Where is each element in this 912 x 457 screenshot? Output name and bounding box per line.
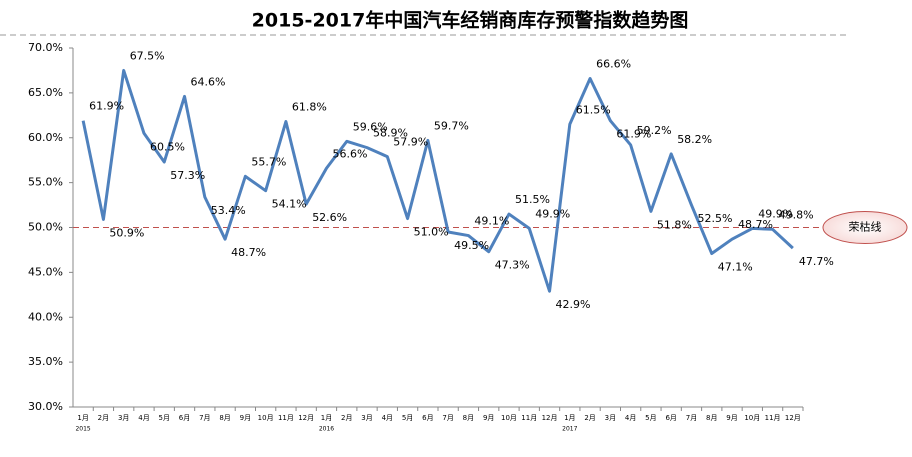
chart-title: 2015-2017年中国汽车经销商库存预警指数趋势图 bbox=[252, 9, 689, 32]
data-label: 42.9% bbox=[556, 298, 591, 311]
data-label: 53.4% bbox=[211, 204, 246, 217]
x-tick-label: 6月 bbox=[422, 414, 433, 422]
data-label: 59.7% bbox=[434, 119, 469, 132]
data-label: 52.5% bbox=[697, 212, 732, 225]
x-tick-label: 11月 bbox=[765, 414, 781, 422]
x-tick-label: 2月 bbox=[98, 414, 109, 422]
x-tick-label: 4月 bbox=[382, 414, 393, 422]
data-label: 51.8% bbox=[657, 218, 692, 231]
x-tick-label: 1月 bbox=[77, 414, 88, 422]
data-label: 64.6% bbox=[191, 75, 226, 88]
data-label: 67.5% bbox=[130, 49, 165, 62]
data-label: 47.7% bbox=[799, 255, 834, 268]
x-tick-label: 4月 bbox=[138, 414, 149, 422]
y-tick-label: 65.0% bbox=[28, 86, 63, 99]
data-label: 47.1% bbox=[718, 261, 753, 274]
data-label: 51.5% bbox=[515, 193, 550, 206]
data-label: 57.3% bbox=[170, 169, 205, 182]
reference-badge bbox=[822, 211, 908, 244]
data-label: 61.5% bbox=[576, 103, 611, 116]
x-tick-label: 3月 bbox=[118, 414, 129, 422]
data-label: 61.9% bbox=[616, 128, 651, 141]
x-tick-label: 5月 bbox=[402, 414, 413, 422]
x-tick-label: 5月 bbox=[159, 414, 170, 422]
x-tick-label: 12月 bbox=[542, 414, 558, 422]
x-tick-label: 12月 bbox=[298, 414, 314, 422]
y-tick-label: 30.0% bbox=[28, 400, 63, 413]
y-tick-label: 45.0% bbox=[28, 265, 63, 278]
data-label: 50.9% bbox=[109, 226, 144, 239]
y-tick-label: 70.0% bbox=[28, 41, 63, 54]
y-tick-label: 60.0% bbox=[28, 131, 63, 144]
x-tick-label: 2月 bbox=[584, 414, 595, 422]
x-tick-label: 10月 bbox=[501, 414, 517, 422]
y-tick-label: 50.0% bbox=[28, 221, 63, 234]
data-label: 55.7% bbox=[251, 155, 286, 168]
x-tick-label: 2月 bbox=[341, 414, 352, 422]
x-tick-label: 10月 bbox=[744, 414, 760, 422]
x-tick-label: 12月 bbox=[785, 414, 801, 422]
data-label: 59.6% bbox=[353, 120, 388, 133]
data-label: 47.3% bbox=[495, 259, 530, 272]
data-label: 52.6% bbox=[312, 211, 347, 224]
year-label: 2015 bbox=[75, 426, 90, 433]
x-tick-label: 9月 bbox=[483, 414, 494, 422]
x-tick-label: 3月 bbox=[605, 414, 616, 422]
data-label: 59.2% bbox=[637, 124, 672, 137]
data-label: 49.1% bbox=[474, 215, 509, 228]
x-tick-label: 10月 bbox=[258, 414, 274, 422]
x-tick-label: 5月 bbox=[645, 414, 656, 422]
data-label: 54.1% bbox=[272, 198, 307, 211]
data-label: 61.9% bbox=[89, 100, 124, 113]
data-label: 49.9% bbox=[535, 207, 570, 220]
x-tick-label: 11月 bbox=[521, 414, 537, 422]
data-label: 56.6% bbox=[332, 147, 367, 160]
year-label: 2017 bbox=[562, 426, 577, 433]
data-label: 57.9% bbox=[393, 136, 428, 149]
x-tick-label: 9月 bbox=[240, 414, 251, 422]
data-label: 48.7% bbox=[738, 218, 773, 231]
data-label: 51.0% bbox=[414, 226, 449, 239]
x-tick-label: 9月 bbox=[726, 414, 737, 422]
data-label: 58.2% bbox=[677, 133, 712, 146]
series-line bbox=[81, 68, 794, 293]
x-tick-label: 6月 bbox=[665, 414, 676, 422]
y-tick-label: 35.0% bbox=[28, 355, 63, 368]
x-tick-label: 7月 bbox=[686, 414, 697, 422]
year-label: 2016 bbox=[319, 426, 334, 433]
data-label: 48.7% bbox=[231, 246, 266, 259]
data-label: 66.6% bbox=[596, 58, 631, 71]
x-tick-label: 1月 bbox=[564, 414, 575, 422]
x-tick-label: 6月 bbox=[179, 414, 190, 422]
x-tick-label: 7月 bbox=[199, 414, 210, 422]
x-tick-label: 7月 bbox=[442, 414, 453, 422]
x-tick-label: 4月 bbox=[625, 414, 636, 422]
y-tick-label: 55.0% bbox=[28, 176, 63, 189]
data-label: 49.9% bbox=[758, 207, 793, 220]
data-label: 49.5% bbox=[454, 239, 489, 252]
x-tick-label: 1月 bbox=[321, 414, 332, 422]
x-tick-label: 8月 bbox=[706, 414, 717, 422]
x-tick-label: 11月 bbox=[278, 414, 294, 422]
data-label: 49.8% bbox=[779, 208, 814, 221]
data-label: 60.5% bbox=[150, 140, 185, 153]
x-tick-label: 3月 bbox=[361, 414, 372, 422]
y-tick-label: 40.0% bbox=[28, 310, 63, 323]
data-label: 58.9% bbox=[373, 127, 408, 140]
x-tick-label: 8月 bbox=[219, 414, 230, 422]
reference-label: 荣枯线 bbox=[849, 220, 882, 234]
data-label: 61.8% bbox=[292, 101, 327, 114]
x-tick-label: 8月 bbox=[463, 414, 474, 422]
